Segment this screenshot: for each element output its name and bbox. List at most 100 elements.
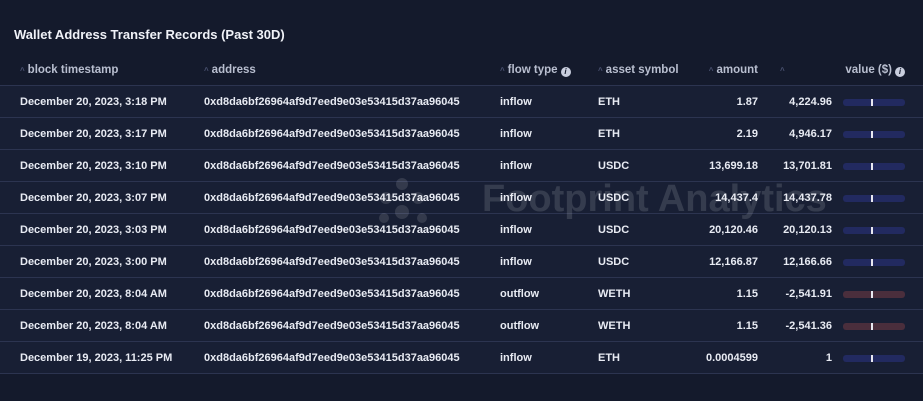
column-header-amount[interactable]: ^ amount: [708, 64, 758, 76]
info-icon[interactable]: i: [895, 67, 905, 77]
value-bar: [843, 291, 905, 298]
cell-amount: 1.15: [736, 320, 758, 332]
table-row[interactable]: December 20, 2023, 8:04 AM 0xd8da6bf2696…: [0, 278, 923, 310]
cell-address[interactable]: 0xd8da6bf26964af9d7eed9e03e53415d37aa960…: [204, 128, 460, 140]
cell-address[interactable]: 0xd8da6bf26964af9d7eed9e03e53415d37aa960…: [204, 352, 460, 364]
cell-amount: 12,166.87: [709, 256, 758, 268]
value-bar-marker: [871, 99, 873, 106]
cell-asset-symbol: USDC: [598, 192, 630, 204]
cell-flow-type: inflow: [500, 128, 532, 140]
card-title: Wallet Address Transfer Records (Past 30…: [14, 27, 285, 42]
cell-amount: 1.15: [736, 288, 758, 300]
cell-asset-symbol: USDC: [598, 256, 630, 268]
cell-amount: 1.87: [736, 96, 758, 108]
value-bar: [843, 195, 905, 202]
cell-timestamp: December 20, 2023, 3:17 PM: [20, 128, 167, 140]
sort-icon: ^: [500, 66, 505, 75]
value-bar-marker: [871, 291, 873, 298]
value-bar-marker: [871, 355, 873, 362]
column-header-asset-symbol[interactable]: ^ asset symbol: [598, 64, 679, 76]
cell-timestamp: December 20, 2023, 3:07 PM: [20, 192, 167, 204]
cell-timestamp: December 20, 2023, 8:04 AM: [20, 288, 167, 300]
table-row[interactable]: December 20, 2023, 8:04 AM 0xd8da6bf2696…: [0, 310, 923, 342]
cell-amount: 14,437.4: [715, 192, 758, 204]
column-header-timestamp[interactable]: ^ block timestamp: [20, 64, 119, 76]
cell-amount: 0.0004599: [706, 352, 758, 364]
cell-address[interactable]: 0xd8da6bf26964af9d7eed9e03e53415d37aa960…: [204, 96, 460, 108]
value-bar-marker: [871, 163, 873, 170]
table-row[interactable]: December 20, 2023, 3:10 PM 0xd8da6bf2696…: [0, 150, 923, 182]
column-header-address[interactable]: ^ address: [204, 64, 256, 76]
table-row[interactable]: December 20, 2023, 3:07 PM 0xd8da6bf2696…: [0, 182, 923, 214]
cell-timestamp: December 19, 2023, 11:25 PM: [20, 352, 173, 364]
cell-asset-symbol: WETH: [598, 320, 631, 332]
sort-icon: ^: [708, 66, 714, 75]
value-bar-marker: [871, 131, 873, 138]
cell-amount: 2.19: [736, 128, 758, 140]
cell-address[interactable]: 0xd8da6bf26964af9d7eed9e03e53415d37aa960…: [204, 160, 460, 172]
value-bar-marker: [871, 323, 873, 330]
value-bar: [843, 227, 905, 234]
cell-flow-type: inflow: [500, 352, 532, 364]
table-row[interactable]: December 20, 2023, 3:17 PM 0xd8da6bf2696…: [0, 118, 923, 150]
table-row[interactable]: December 20, 2023, 3:03 PM 0xd8da6bf2696…: [0, 214, 923, 246]
table-row[interactable]: December 19, 2023, 11:25 PM 0xd8da6bf269…: [0, 342, 923, 374]
table-row[interactable]: December 20, 2023, 3:18 PM 0xd8da6bf2696…: [0, 86, 923, 118]
cell-asset-symbol: USDC: [598, 224, 630, 236]
cell-flow-type: inflow: [500, 224, 532, 236]
cell-value: 4,224.96: [789, 96, 832, 108]
cell-address[interactable]: 0xd8da6bf26964af9d7eed9e03e53415d37aa960…: [204, 320, 460, 332]
sort-icon[interactable]: ^: [780, 66, 785, 75]
cell-value: 1: [825, 352, 832, 364]
column-header-flow-type[interactable]: ^ flow type i: [500, 64, 571, 77]
value-bar: [843, 99, 905, 106]
value-bar-marker: [871, 259, 873, 266]
cell-value: -2,541.91: [785, 288, 832, 300]
watermark-logo-icon: [379, 178, 427, 223]
table-body: December 20, 2023, 3:18 PM 0xd8da6bf2696…: [0, 86, 923, 374]
cell-asset-symbol: ETH: [598, 352, 620, 364]
table-row[interactable]: December 20, 2023, 3:00 PM 0xd8da6bf2696…: [0, 246, 923, 278]
value-bar: [843, 259, 905, 266]
watermark: Footprint Analytics: [482, 178, 827, 220]
cell-value: 12,166.66: [783, 256, 832, 268]
sort-icon: ^: [204, 66, 209, 75]
value-bar: [843, 323, 905, 330]
cell-flow-type: inflow: [500, 192, 532, 204]
cell-asset-symbol: USDC: [598, 160, 630, 172]
cell-value: 14,437.78: [783, 192, 832, 204]
cell-value: 4,946.17: [789, 128, 832, 140]
column-header-value[interactable]: value ($) i: [845, 64, 905, 77]
cell-value: -2,541.36: [785, 320, 832, 332]
info-icon[interactable]: i: [560, 67, 571, 77]
cell-timestamp: December 20, 2023, 3:03 PM: [20, 224, 167, 236]
cell-asset-symbol: WETH: [598, 288, 631, 300]
cell-flow-type: outflow: [500, 288, 540, 300]
cell-amount: 20,120.46: [709, 224, 758, 236]
cell-amount: 13,699.18: [709, 160, 758, 172]
sort-icon: ^: [20, 66, 25, 75]
cell-address[interactable]: 0xd8da6bf26964af9d7eed9e03e53415d37aa960…: [204, 224, 460, 236]
value-bar-marker: [871, 195, 873, 202]
cell-timestamp: December 20, 2023, 3:00 PM: [20, 256, 167, 268]
sort-icon: ^: [598, 66, 603, 75]
cell-timestamp: December 20, 2023, 3:10 PM: [20, 160, 167, 172]
cell-address[interactable]: 0xd8da6bf26964af9d7eed9e03e53415d37aa960…: [204, 192, 460, 204]
cell-address[interactable]: 0xd8da6bf26964af9d7eed9e03e53415d37aa960…: [204, 256, 460, 268]
cell-asset-symbol: ETH: [598, 128, 620, 140]
cell-asset-symbol: ETH: [598, 96, 620, 108]
value-bar: [843, 131, 905, 138]
value-bar-marker: [871, 227, 873, 234]
cell-flow-type: inflow: [500, 160, 532, 172]
cell-flow-type: inflow: [500, 96, 532, 108]
table-header: ^ block timestamp ^ address ^ flow type i ^ a…: [0, 58, 923, 86]
cell-flow-type: inflow: [500, 256, 532, 268]
value-bar: [843, 163, 905, 170]
cell-flow-type: outflow: [500, 320, 540, 332]
cell-timestamp: December 20, 2023, 3:18 PM: [20, 96, 167, 108]
cell-value: 13,701.81: [783, 160, 832, 172]
cell-value: 20,120.13: [783, 224, 832, 236]
cell-timestamp: December 20, 2023, 8:04 AM: [20, 320, 167, 332]
cell-address[interactable]: 0xd8da6bf26964af9d7eed9e03e53415d37aa960…: [204, 288, 460, 300]
value-bar: [843, 355, 905, 362]
